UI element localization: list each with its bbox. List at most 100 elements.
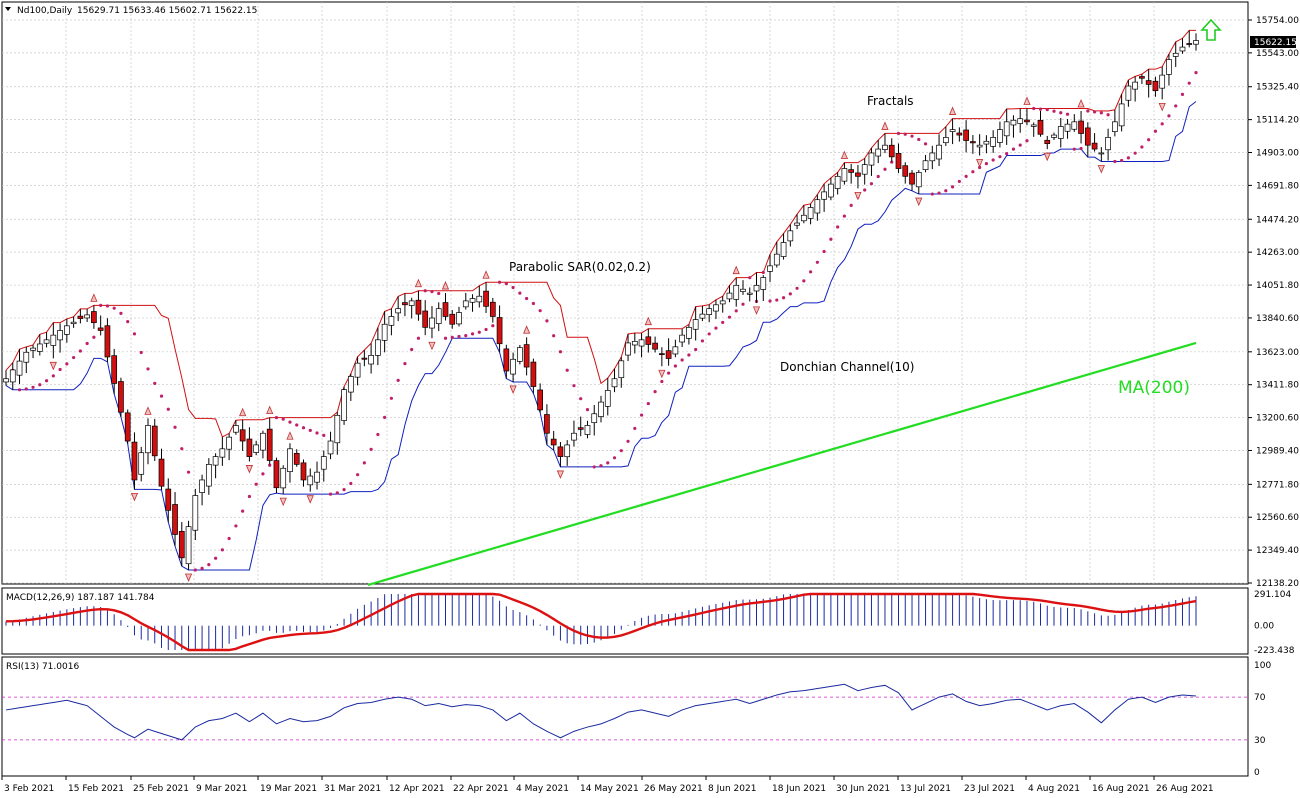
fractal-down-marker xyxy=(509,385,517,394)
fractal-up-marker xyxy=(732,265,740,275)
candle-up xyxy=(780,242,787,257)
sar-dot xyxy=(58,367,62,372)
sar-dot xyxy=(214,556,218,560)
candle-down xyxy=(300,462,307,481)
sar-dot xyxy=(748,276,752,280)
candle-up xyxy=(1071,121,1078,130)
candle-up xyxy=(713,304,719,312)
candle-up xyxy=(936,144,942,160)
candle-up xyxy=(699,313,706,319)
candle-up xyxy=(929,152,936,162)
time-tick-label: 9 Mar 2021 xyxy=(196,784,247,794)
sar-dot xyxy=(464,334,468,338)
candle-up xyxy=(70,321,77,325)
sar-dot xyxy=(315,431,319,435)
chart-header-ohlc: 15629.71 15633.46 15602.71 15622.15 xyxy=(77,6,257,16)
sar-dot xyxy=(883,167,887,171)
fractal-up-marker xyxy=(1077,98,1085,108)
sar-dot xyxy=(937,191,941,195)
fractal-down-marker xyxy=(752,306,761,315)
collapse-triangle-icon[interactable] xyxy=(5,7,11,11)
time-tick-label: 14 May 2021 xyxy=(580,784,639,794)
sar-dot xyxy=(484,327,488,332)
candle-up xyxy=(686,327,692,339)
fractal-down-marker xyxy=(556,470,565,479)
candle-down xyxy=(151,425,158,457)
fractal-up-marker xyxy=(482,270,490,279)
candle-up xyxy=(199,479,205,493)
candle-up xyxy=(1159,74,1166,89)
candle-up xyxy=(212,456,219,466)
candle-down xyxy=(496,317,503,345)
macd-pane[interactable]: MACD(12,26,9) 187.187 141.784 xyxy=(1,587,1249,655)
sar-dot xyxy=(721,320,725,325)
candle-up xyxy=(1179,46,1186,52)
candle-up xyxy=(564,444,571,458)
candle-up xyxy=(990,137,997,147)
candle-up xyxy=(192,495,199,531)
candle-up xyxy=(794,222,800,226)
candle-up xyxy=(618,360,625,379)
candle-down xyxy=(970,141,976,144)
macd-axis: 291.104 0.00 -223.438 xyxy=(1254,590,1295,656)
candle-up xyxy=(287,448,293,472)
time-tick-label: 13 Jul 2021 xyxy=(900,784,951,794)
candle-up xyxy=(307,475,314,486)
macd-signal-line xyxy=(5,592,1197,652)
candle-up xyxy=(1003,121,1010,137)
sar-dot xyxy=(538,309,542,313)
candle-down xyxy=(1078,120,1084,134)
fractal-up-marker xyxy=(414,278,423,288)
candle-down xyxy=(1139,76,1145,79)
candle-down xyxy=(530,361,537,387)
candle-up xyxy=(638,339,645,347)
sar-dot xyxy=(694,347,698,352)
rsi-tick-label: 70 xyxy=(1254,693,1266,703)
sar-dot xyxy=(944,189,948,193)
sar-dot xyxy=(44,379,49,383)
sar-dot xyxy=(971,170,975,174)
sar-dot xyxy=(815,260,819,264)
sar-dot xyxy=(957,179,961,184)
candle-up xyxy=(462,300,469,308)
main-pane[interactable]: Nd100,Daily 15629.71 15633.46 15602.71 1… xyxy=(1,1,1249,587)
sar-dot xyxy=(667,371,671,375)
candle-up xyxy=(834,175,841,189)
sar-dot xyxy=(301,426,306,430)
sar-dot xyxy=(518,291,522,295)
candle-up xyxy=(787,230,794,242)
candle-up xyxy=(753,284,760,292)
candle-up xyxy=(84,314,90,319)
candle-up xyxy=(611,378,618,388)
sar-dot xyxy=(579,397,583,401)
sar-dot xyxy=(741,302,745,306)
price-tick-label: 14691.80 xyxy=(1256,181,1299,191)
candle-down xyxy=(415,299,422,315)
fractal-down-marker xyxy=(1043,152,1051,162)
sar-dot xyxy=(119,311,123,315)
sar-dot xyxy=(1106,113,1110,117)
sar-dot xyxy=(903,132,907,136)
sar-annotation: Parabolic SAR(0.02,0.2) xyxy=(509,260,651,274)
fractal-down-marker xyxy=(854,191,862,201)
sar-dot xyxy=(288,420,292,424)
sar-dot xyxy=(727,315,732,319)
candle-up xyxy=(773,253,780,266)
sar-dot xyxy=(1147,138,1151,142)
sar-dot xyxy=(166,407,170,411)
chart-header-symbol: Nd100,Daily xyxy=(17,6,73,16)
candle-up xyxy=(381,323,388,341)
sar-dot xyxy=(281,417,285,421)
sar-dot xyxy=(457,334,461,339)
sar-dot xyxy=(416,336,421,340)
rsi-axis: 100 70 30 0 xyxy=(1254,661,1271,778)
rsi-pane[interactable]: RSI(13) 71.0016 xyxy=(1,656,1249,777)
sar-dot xyxy=(247,494,252,499)
macd-title: MACD(12,26,9) 187.187 141.784 xyxy=(6,593,155,603)
sar-dot xyxy=(653,389,657,394)
sar-dot xyxy=(1005,152,1009,156)
sar-dot xyxy=(552,334,556,338)
candle-up xyxy=(30,347,36,351)
time-tick-label: 26 Aug 2021 xyxy=(1156,784,1214,794)
sar-dot xyxy=(105,304,110,308)
